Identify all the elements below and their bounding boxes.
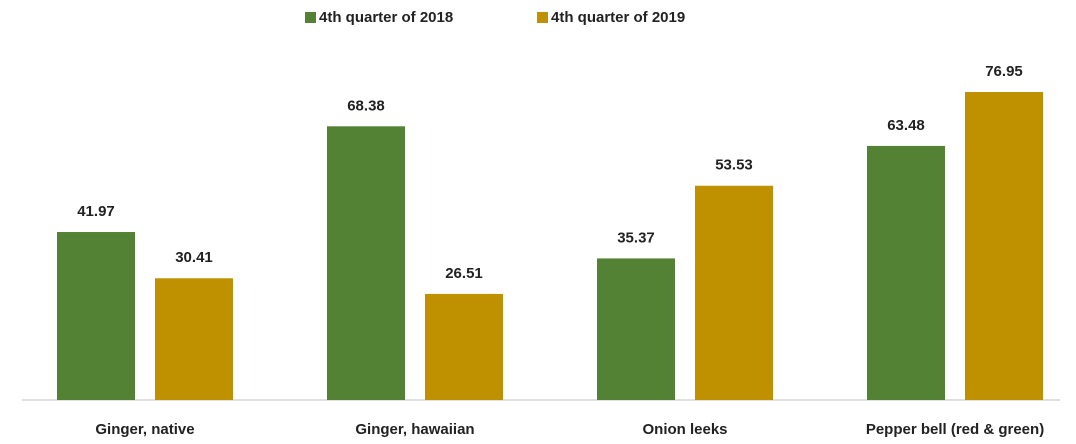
bar — [597, 258, 675, 400]
value-label: 53.53 — [715, 157, 753, 174]
x-tick-label: Pepper bell (red & green) — [866, 421, 1044, 438]
value-label: 76.95 — [985, 63, 1023, 80]
value-label: 26.51 — [445, 265, 483, 282]
bar — [695, 185, 773, 400]
legend-label: 4th quarter of 2019 — [551, 9, 685, 26]
legend-label: 4th quarter of 2018 — [319, 9, 453, 26]
bar — [327, 126, 405, 400]
x-tick-label: Ginger, native — [95, 421, 194, 438]
value-label: 35.37 — [617, 229, 655, 246]
value-label: 41.97 — [77, 203, 115, 220]
legend-swatch — [537, 12, 548, 23]
x-tick-label: Ginger, hawaiian — [355, 421, 474, 438]
bar — [57, 232, 135, 400]
value-label: 68.38 — [347, 97, 385, 114]
x-tick-label: Onion leeks — [642, 421, 727, 438]
bar — [425, 293, 503, 400]
value-label: 30.41 — [175, 249, 213, 266]
value-label: 63.48 — [887, 117, 925, 134]
bar — [867, 145, 945, 400]
bar — [155, 278, 233, 400]
bar — [965, 92, 1043, 400]
legend-swatch — [305, 12, 316, 23]
